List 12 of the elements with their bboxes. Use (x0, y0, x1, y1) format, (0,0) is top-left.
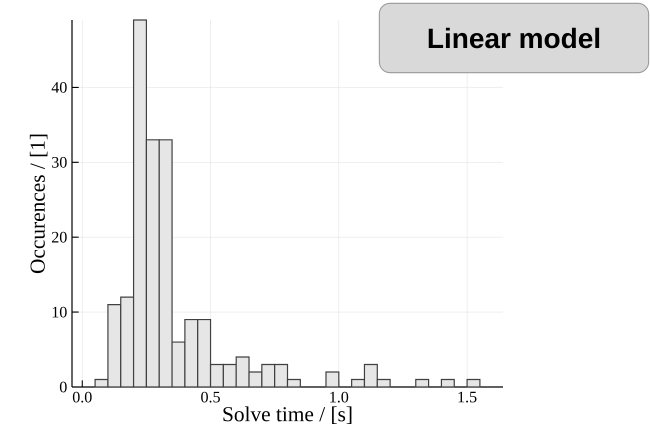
y-tick-label: 30 (52, 156, 67, 168)
y-tick-label: 20 (52, 232, 67, 243)
x-tick-label: 0.0 (72, 392, 92, 403)
x-tick-label: 1.5 (458, 392, 476, 402)
y-tick-label: 10 (52, 306, 67, 318)
y-tick-label: 40 (52, 82, 67, 93)
x-tick-label: 1.0 (330, 392, 348, 403)
x-tick-label: 0.5 (201, 392, 220, 403)
y-tick-label: 0 (60, 382, 67, 392)
chart-title: Linear model (428, 28, 600, 48)
y-axis-title: Occurences / [1] (30, 134, 48, 274)
x-axis-title: Solve time / [s] (223, 406, 352, 424)
